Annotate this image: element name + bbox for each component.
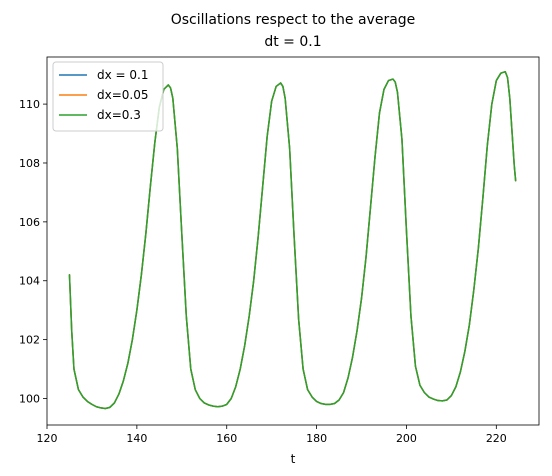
legend-label-2: dx=0.05 [97, 88, 149, 102]
y-tick-label: 102 [19, 334, 40, 347]
x-tick-label: 180 [306, 432, 327, 445]
legend-label-1: dx = 0.1 [97, 68, 149, 82]
series-lines [68, 70, 517, 410]
plot-frame [46, 56, 540, 426]
legend-label-3: dx=0.3 [97, 108, 141, 122]
legend-box [52, 61, 164, 132]
x-tick-label: 160 [216, 432, 237, 445]
x-axis: 120 140 160 180 200 220 [37, 425, 507, 445]
chart-subtitle: dt = 0.1 [264, 34, 321, 50]
legend: dx = 0.1 dx=0.05 dx=0.3 [52, 61, 164, 132]
y-tick-label: 110 [19, 98, 40, 111]
x-axis-label: t [291, 452, 296, 466]
chart-title: Oscillations respect to the average [171, 12, 416, 28]
x-tick-label: 120 [37, 432, 58, 445]
x-tick-label: 140 [126, 432, 147, 445]
y-axis: 100 102 104 106 108 110 [19, 98, 47, 406]
series-line-3 [68, 70, 517, 410]
y-tick-label: 104 [19, 275, 40, 288]
x-tick-label: 220 [486, 432, 507, 445]
y-tick-label: 108 [19, 157, 40, 170]
y-tick-label: 100 [19, 393, 40, 406]
y-tick-label: 106 [19, 216, 40, 229]
x-tick-label: 200 [396, 432, 417, 445]
